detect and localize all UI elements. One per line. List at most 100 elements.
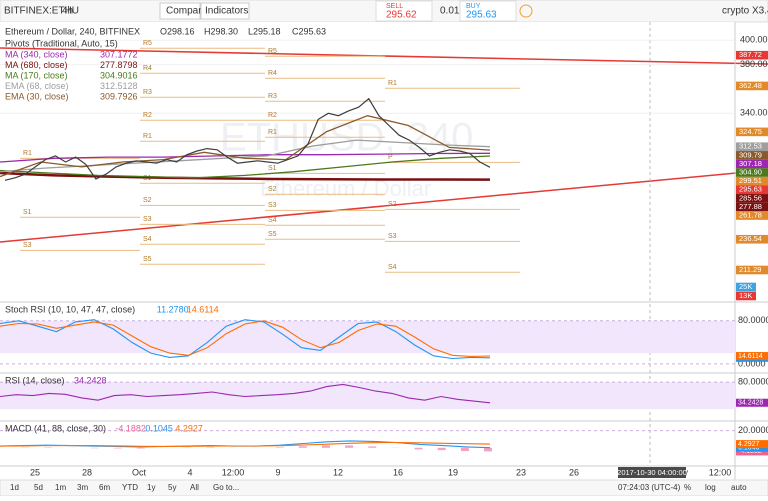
value-tag-label: 34.2428 xyxy=(738,400,763,407)
pane-value: 34.2428 xyxy=(74,375,107,385)
pane-title: RSI (14, close) xyxy=(5,375,65,385)
pivot-label: R1 xyxy=(23,150,32,157)
x-tick-label: 23 xyxy=(516,467,526,477)
y-tick-label: 400.00 xyxy=(740,35,768,45)
range-button[interactable]: 3m xyxy=(77,483,88,492)
legend-name: MA (680, close) xyxy=(5,60,68,70)
pane-value: 0.1045 xyxy=(145,423,173,433)
pivot-label: S5 xyxy=(268,231,277,238)
price-tag-label: 324.75 xyxy=(739,127,762,136)
pivot-label: P xyxy=(388,154,393,161)
pivot-label: R1 xyxy=(268,129,277,136)
pivot-label: R4 xyxy=(268,70,277,77)
pivot-label: S4 xyxy=(268,217,277,224)
x-tick-label: 12:00 xyxy=(709,467,732,477)
y-tick-label: 340.00 xyxy=(740,108,768,118)
legend-value: 309.7926 xyxy=(100,91,138,101)
legend-name: MA (340, close) xyxy=(5,49,68,59)
pivot-label: R4 xyxy=(143,65,152,72)
histogram-bar xyxy=(368,446,376,447)
histogram-bar xyxy=(322,445,330,447)
histogram-bar xyxy=(461,448,469,451)
range-button[interactable]: 5y xyxy=(168,483,176,492)
pivot-label: R5 xyxy=(268,48,277,55)
range-button[interactable]: 1d xyxy=(10,483,19,492)
price-tag-label: 362.48 xyxy=(739,81,762,90)
range-button[interactable]: YTD xyxy=(122,483,138,492)
legend-value: 312.5128 xyxy=(100,81,138,91)
histogram-bar xyxy=(345,445,353,447)
x-tick-label: 12:00 xyxy=(222,467,245,477)
price-tag-label: 236.54 xyxy=(739,234,762,243)
pivot-label: R2 xyxy=(268,112,277,119)
pivot-label: R2 xyxy=(143,112,152,119)
chart-title: Ethereum / Dollar, 240, BITFINEX xyxy=(5,26,140,36)
legend-name: MA (170, close) xyxy=(5,70,68,80)
sell-price: 295.62 xyxy=(386,10,417,21)
price-tag-label: 261.78 xyxy=(739,211,762,220)
pivot-label: R1 xyxy=(388,80,397,87)
y-tick-label: 80.0000 xyxy=(738,376,768,386)
interval[interactable]: 4h xyxy=(62,6,73,17)
pivot-label: R5 xyxy=(143,40,152,47)
pivot-label: S1 xyxy=(23,209,32,216)
y-tick-label: 20.0000 xyxy=(738,425,768,435)
legend-value: 277.8798 xyxy=(100,60,138,70)
histogram-bar xyxy=(415,448,423,450)
pivot-label: S2 xyxy=(143,197,152,204)
scale-option[interactable]: % xyxy=(684,483,691,492)
range-button[interactable]: Go to... xyxy=(213,483,239,492)
indicators[interactable]: Indicators xyxy=(205,6,248,17)
pane-value: -4.1882 xyxy=(115,423,146,433)
x-tick-label: Oct xyxy=(132,467,147,477)
x-tick-label: 4 xyxy=(187,467,192,477)
x-tick-label: 25 xyxy=(30,467,40,477)
x-tick-label: 16 xyxy=(393,467,403,477)
cursor-label: 2017-10-30 04:00:00 xyxy=(617,468,687,477)
legend-value: 304.9016 xyxy=(100,70,138,80)
band xyxy=(0,382,735,409)
pivot-label: S4 xyxy=(143,236,152,243)
pivot-label: S3 xyxy=(23,242,32,249)
range-button[interactable]: All xyxy=(190,483,199,492)
range-button[interactable]: 6m xyxy=(99,483,110,492)
clock: 07:24:03 (UTC-4) xyxy=(618,483,681,492)
pane-value: 4.2927 xyxy=(175,423,203,433)
range-button[interactable]: 5d xyxy=(34,483,43,492)
histogram-bar xyxy=(114,448,122,449)
histogram-bar xyxy=(137,448,145,449)
range-button[interactable]: 1y xyxy=(147,483,155,492)
volume-tag-label: 25K xyxy=(739,282,752,291)
scale-option[interactable]: auto xyxy=(731,483,747,492)
pivot-label: S2 xyxy=(268,186,277,193)
histogram-bar xyxy=(484,448,492,452)
pivot-label: S3 xyxy=(388,233,397,240)
pane-value: 11.2780 xyxy=(157,304,189,314)
legend-value: 307.1772 xyxy=(100,49,138,59)
volume-tag-label: 13K xyxy=(739,291,752,300)
layout-name[interactable]: crypto X3.4 xyxy=(722,6,768,17)
pivot-label: S3 xyxy=(143,216,152,223)
x-tick-label: 26 xyxy=(569,467,579,477)
histogram-bar xyxy=(438,448,446,450)
pane-value: 14.6114 xyxy=(187,304,219,314)
spread: 0.01 xyxy=(440,6,460,17)
legend-name: EMA (30, close) xyxy=(5,91,69,101)
pivot-label: S3 xyxy=(268,202,277,209)
pivot-label: S1 xyxy=(268,165,277,172)
ohlc-value: H298.30 xyxy=(204,26,238,36)
x-tick-label: 12 xyxy=(333,467,343,477)
x-tick-label: 19 xyxy=(448,467,458,477)
range-button[interactable]: 1m xyxy=(55,483,66,492)
pivot-label: R1 xyxy=(143,133,152,140)
x-tick-label: 28 xyxy=(82,467,92,477)
legend-name: Pivots (Traditional, Auto, 15) xyxy=(5,38,118,48)
y-tick-label: 380.00 xyxy=(740,59,768,69)
legend-name: EMA (68, close) xyxy=(5,81,69,91)
pivot-label: R3 xyxy=(143,89,152,96)
scale-option[interactable]: log xyxy=(705,483,716,492)
histogram-bar xyxy=(299,446,307,448)
ohlc-value: O298.16 xyxy=(160,26,195,36)
pivot-label: S2 xyxy=(388,201,397,208)
